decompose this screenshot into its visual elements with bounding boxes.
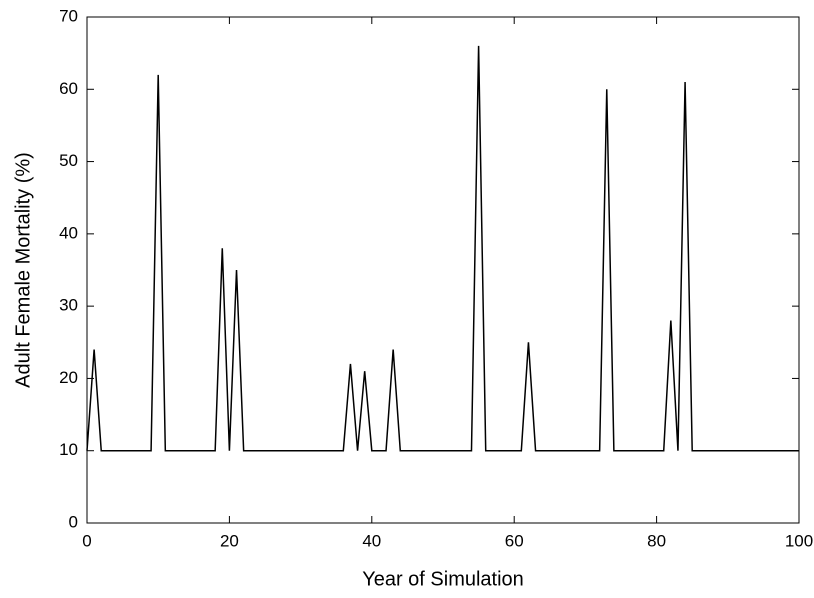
y-tick-label: 30 — [59, 296, 78, 315]
x-tick-label: 80 — [647, 531, 666, 550]
plot-frame — [86, 16, 800, 524]
data-line — [86, 45, 799, 452]
x-tick-label: 40 — [362, 531, 381, 550]
x-axis-label: Year of Simulation — [362, 568, 524, 590]
y-tick-label: 50 — [59, 151, 78, 170]
y-tick-label: 20 — [59, 368, 78, 387]
y-tick-label: 10 — [59, 440, 78, 459]
x-tick-label: 100 — [785, 531, 813, 550]
y-tick-label: 60 — [59, 79, 78, 98]
x-tick-label: 60 — [505, 531, 524, 550]
y-tick-label: 70 — [59, 6, 78, 25]
x-tick-label: 0 — [82, 531, 91, 550]
y-axis-label: Adult Female Mortality (%) — [12, 152, 34, 388]
x-tick-label: 20 — [220, 531, 239, 550]
y-tick-label: 0 — [69, 512, 78, 531]
y-tick-label: 40 — [59, 223, 78, 242]
